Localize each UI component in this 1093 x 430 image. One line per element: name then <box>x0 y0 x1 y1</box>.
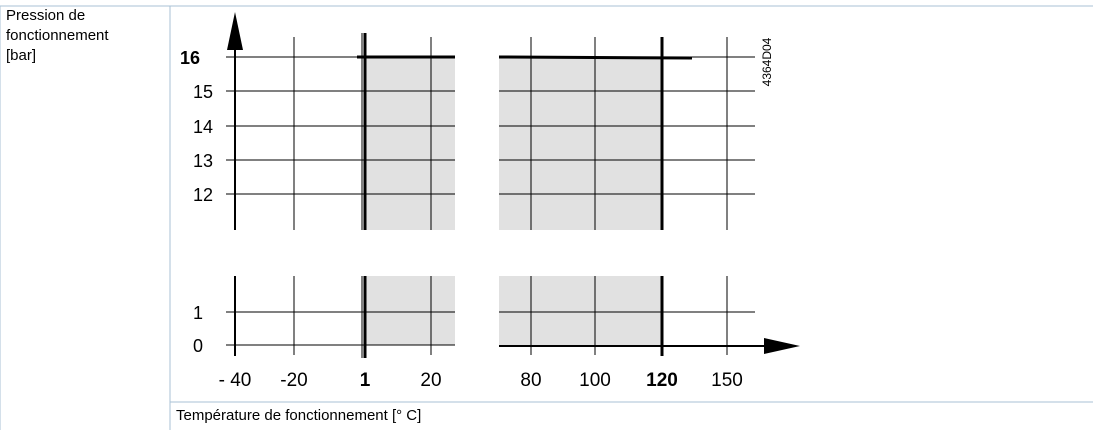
y-tick-label: 1 <box>193 303 203 323</box>
y-tick-label: 15 <box>193 82 213 102</box>
operating-range-area-left-bottom <box>365 276 455 345</box>
y-tick-label: 13 <box>193 151 213 171</box>
x-tick-label: 100 <box>579 370 611 391</box>
x-tick-label: 1 <box>360 370 371 391</box>
y-tick-label: 0 <box>193 336 203 356</box>
y-axis-arrow <box>227 12 243 50</box>
x-tick-label: - 40 <box>219 370 252 391</box>
operating-range-area-right-top <box>499 57 662 230</box>
x-axis-arrow <box>764 338 800 354</box>
y-axis-label: Pression de fonctionnement [bar] <box>6 6 166 66</box>
x-tick-label: 120 <box>646 370 678 391</box>
y-axis-label-line-1: Pression de <box>6 7 86 24</box>
y-tick-label: 14 <box>193 117 213 137</box>
y-axis-label-line-3: [bar] <box>6 47 37 64</box>
operating-range-area-left-top <box>365 57 455 230</box>
x-axis-label: Température de fonctionnement [° C] <box>176 407 422 424</box>
y-axis-label-line-2: fonctionnement <box>6 27 109 44</box>
x-tick-label: 150 <box>711 370 743 391</box>
operating-range-area-right-bottom <box>499 276 662 345</box>
y-tick-label: 16 <box>180 48 200 68</box>
figure-code-label: 4364D04 <box>760 37 774 86</box>
x-tick-label: -20 <box>280 370 307 391</box>
y-tick-label: 12 <box>193 185 213 205</box>
max-pressure-line-right <box>498 55 693 60</box>
x-tick-label: 20 <box>420 370 441 391</box>
x-tick-label: 80 <box>520 370 541 391</box>
